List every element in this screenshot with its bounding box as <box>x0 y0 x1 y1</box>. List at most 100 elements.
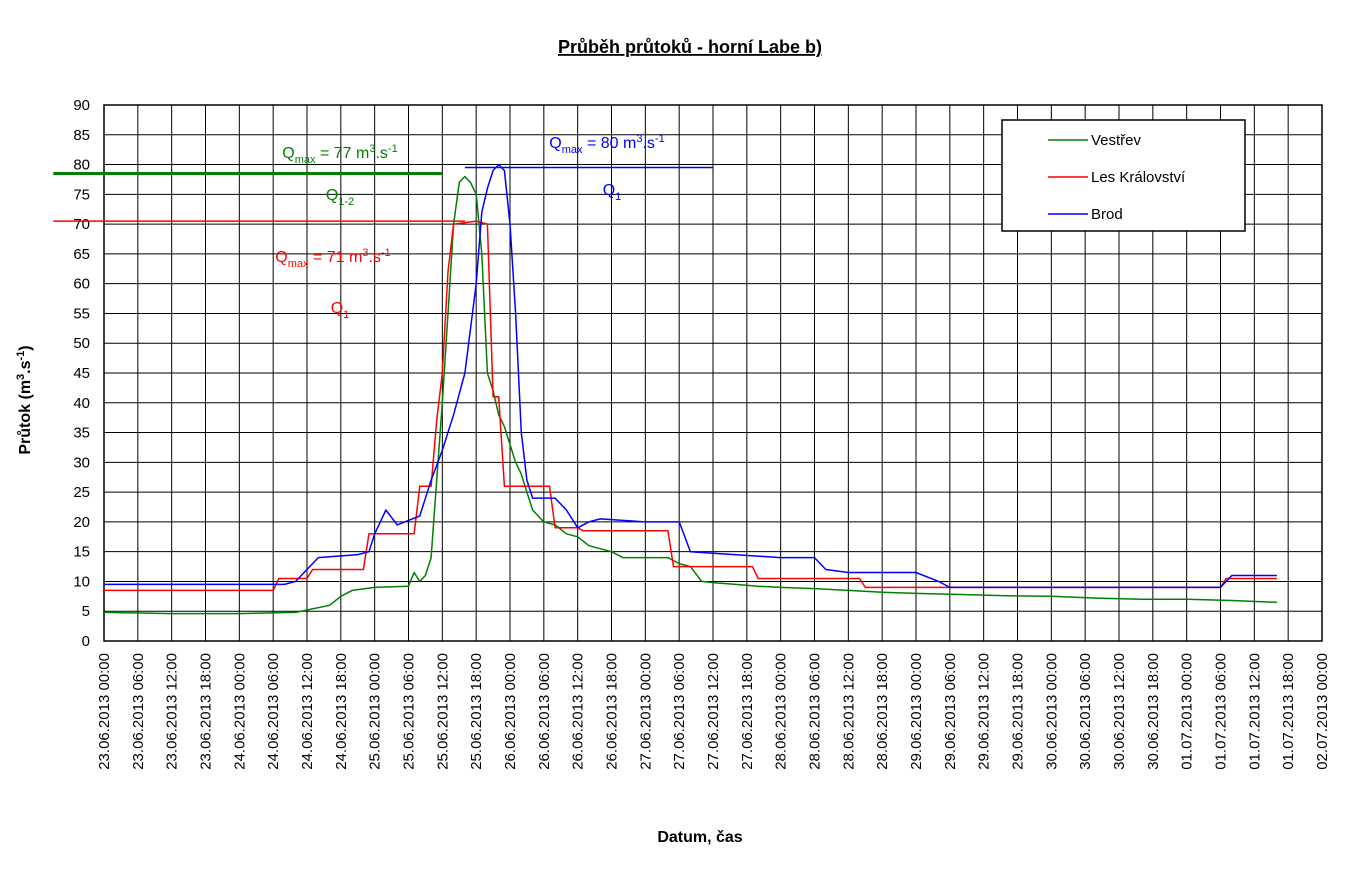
legend-label: Vestřev <box>1091 132 1142 149</box>
x-tick-label: 01.07.2013 18:00 <box>1280 653 1297 770</box>
x-tick-label: 01.07.2013 12:00 <box>1246 653 1263 770</box>
annotation-subscript: max <box>295 154 316 166</box>
y-label-end: ) <box>17 345 34 350</box>
x-tick-label: 30.06.2013 00:00 <box>1043 653 1060 770</box>
y-axis-label: Průtok (m3.s-1) <box>15 345 34 454</box>
x-tick-label: 24.06.2013 00:00 <box>231 653 248 770</box>
series-group <box>103 163 1277 615</box>
chart-title: Průběh průtoků - horní Labe b) <box>558 37 822 57</box>
y-tick-label: 70 <box>73 216 90 233</box>
annotation-superscript: 3 <box>636 133 642 145</box>
annotation-q: Q <box>549 135 561 152</box>
y-tick-label: 35 <box>73 425 90 442</box>
x-axis-ticks: 23.06.2013 00:00 23.06.2013 06:00 23.06.20… <box>96 653 1331 770</box>
x-tick-label: 28.06.2013 18:00 <box>874 653 891 770</box>
x-tick-label: 30.06.2013 12:00 <box>1111 653 1128 770</box>
y-tick-label: 40 <box>73 395 90 412</box>
x-tick-label: 30.06.2013 18:00 <box>1145 653 1162 770</box>
y-tick-label: 75 <box>73 186 90 203</box>
x-tick-label: 29.06.2013 00:00 <box>908 653 925 770</box>
x-tick-label: 28.06.2013 12:00 <box>840 653 857 770</box>
annotation-subscript: 1-2 <box>338 196 354 208</box>
x-tick-label: 25.06.2013 12:00 <box>434 653 451 770</box>
x-tick-label: 02.07.2013 00:00 <box>1314 653 1331 770</box>
q-annotation: Q1 <box>331 300 350 321</box>
x-tick-label: 29.06.2013 12:00 <box>976 653 993 770</box>
plot-area-border <box>103 104 1323 642</box>
x-tick-label: 27.06.2013 12:00 <box>705 653 722 770</box>
x-tick-label: 01.07.2013 00:00 <box>1179 653 1196 770</box>
y-tick-label: 10 <box>73 573 90 590</box>
y-tick-label: 90 <box>73 97 90 114</box>
annotation-q: Q <box>275 249 287 266</box>
x-tick-label: 23.06.2013 18:00 <box>198 653 215 770</box>
annotation-superscript: -1 <box>381 247 391 259</box>
q-annotation: Qmax = 77 m3.s-1 <box>282 143 397 166</box>
y-label-mid: .s <box>17 360 34 373</box>
y-label-main: Průtok (m <box>17 380 34 455</box>
x-tick-label: 26.06.2013 06:00 <box>536 653 553 770</box>
y-tick-label: 85 <box>73 127 90 144</box>
annotation-subscript: max <box>288 258 309 270</box>
legend-label: Brod <box>1091 206 1123 223</box>
y-axis-ticks: 0 5 10 15 20 25 30 35 40 45 50 55 60 65 70 75 80 85 90 <box>73 97 90 650</box>
annotation-superscript: -1 <box>655 133 665 145</box>
x-tick-label: 24.06.2013 12:00 <box>299 653 316 770</box>
y-tick-label: 60 <box>73 276 90 293</box>
annotation-unit: .s <box>642 135 654 152</box>
annotation-q: Q <box>603 182 615 199</box>
reference-lines <box>53 166 713 222</box>
legend-label: Les Království <box>1091 169 1186 186</box>
legend-box <box>1001 119 1246 232</box>
q-annotation: Qmax = 80 m3.s-1 <box>549 133 664 156</box>
annotation-value: = 80 m <box>583 135 637 152</box>
legend: Vestřev Les Království Brod <box>1001 119 1246 232</box>
x-tick-label: 23.06.2013 06:00 <box>130 653 147 770</box>
x-tick-label: 23.06.2013 12:00 <box>164 653 181 770</box>
x-tick-label: 28.06.2013 00:00 <box>773 653 790 770</box>
annotation-q: Q <box>331 300 343 317</box>
annotation-unit: .s <box>375 145 387 162</box>
y-tick-label: 45 <box>73 365 90 382</box>
y-tick-label: 5 <box>82 603 90 620</box>
x-tick-label: 23.06.2013 00:00 <box>96 653 113 770</box>
x-tick-label: 25.06.2013 00:00 <box>367 653 384 770</box>
x-tick-label: 25.06.2013 18:00 <box>468 653 485 770</box>
x-axis-label: Datum, čas <box>657 829 742 846</box>
y-tick-label: 55 <box>73 305 90 322</box>
y-tick-label: 65 <box>73 246 90 263</box>
series-line-Brod <box>104 163 1277 589</box>
q-annotation: Q1-2 <box>326 187 354 208</box>
annotation-unit: .s <box>368 249 380 266</box>
annotation-subscript: max <box>562 144 583 156</box>
annotation-subscript: 1 <box>615 191 621 203</box>
annotation-q: Q <box>326 187 338 204</box>
annotation-superscript: 3 <box>369 143 375 155</box>
x-tick-label: 25.06.2013 06:00 <box>401 653 418 770</box>
x-tick-label: 26.06.2013 00:00 <box>502 653 519 770</box>
series-line-Vestřev <box>103 175 1277 615</box>
x-tick-label: 27.06.2013 18:00 <box>739 653 756 770</box>
x-tick-label: 24.06.2013 18:00 <box>333 653 350 770</box>
annotation-value: = 71 m <box>309 249 363 266</box>
x-tick-label: 29.06.2013 18:00 <box>1010 653 1027 770</box>
x-tick-label: 30.06.2013 06:00 <box>1077 653 1094 770</box>
y-label-superscript: 3 <box>15 374 27 380</box>
x-tick-label: 27.06.2013 06:00 <box>671 653 688 770</box>
y-tick-label: 15 <box>73 544 90 561</box>
y-tick-label: 50 <box>73 335 90 352</box>
annotation-subscript: 1 <box>343 309 349 321</box>
grid <box>103 104 1323 642</box>
y-tick-label: 20 <box>73 514 90 531</box>
x-tick-label: 01.07.2013 06:00 <box>1213 653 1230 770</box>
y-tick-label: 30 <box>73 454 90 471</box>
x-tick-label: 24.06.2013 06:00 <box>265 653 282 770</box>
x-tick-label: 28.06.2013 06:00 <box>807 653 824 770</box>
x-tick-label: 26.06.2013 12:00 <box>570 653 587 770</box>
x-tick-label: 26.06.2013 18:00 <box>604 653 621 770</box>
annotation-q: Q <box>282 145 294 162</box>
q-annotation: Q1 <box>603 182 622 203</box>
